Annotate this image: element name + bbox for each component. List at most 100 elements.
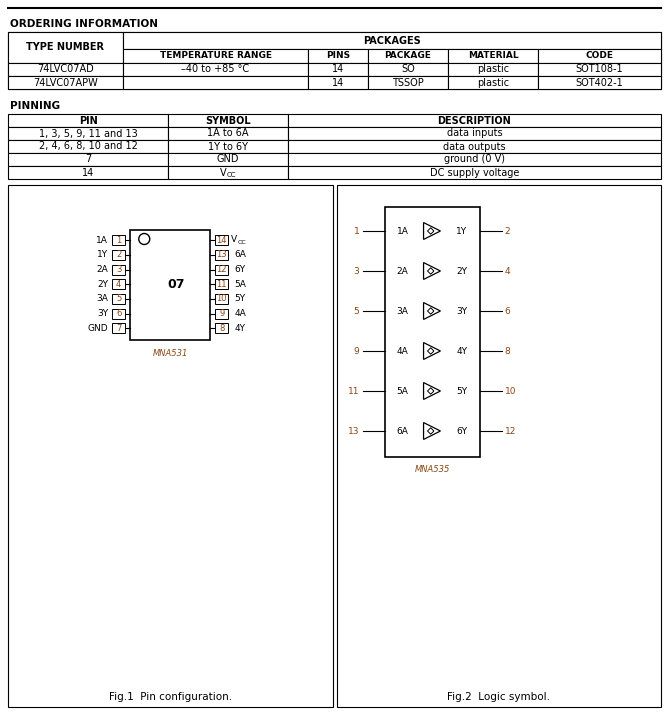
Text: PACKAGES: PACKAGES	[363, 36, 421, 46]
Text: 5A: 5A	[397, 387, 408, 395]
Text: data inputs: data inputs	[447, 129, 502, 139]
Bar	[8, 63, 123, 76]
Text: CC: CC	[237, 240, 246, 245]
Text: 2A: 2A	[96, 265, 108, 274]
Text: 2: 2	[504, 227, 510, 235]
Bar	[385, 207, 480, 457]
Bar	[448, 76, 538, 89]
Text: 7: 7	[85, 154, 91, 164]
Bar	[215, 265, 228, 275]
Bar	[8, 114, 168, 127]
Bar	[123, 32, 661, 49]
Bar	[8, 153, 168, 166]
Bar	[112, 235, 125, 245]
Text: 10: 10	[504, 387, 516, 395]
Text: 6A: 6A	[397, 427, 408, 435]
Bar	[368, 49, 448, 63]
Bar	[368, 76, 448, 89]
Text: 12: 12	[504, 427, 516, 435]
Text: Fig.1  Pin configuration.: Fig.1 Pin configuration.	[108, 692, 232, 702]
Bar	[448, 63, 538, 76]
Text: SO: SO	[401, 64, 415, 74]
Text: 9: 9	[219, 309, 224, 318]
Text: GND: GND	[88, 324, 108, 332]
Text: 2Y: 2Y	[456, 267, 468, 275]
Text: 6Y: 6Y	[456, 427, 468, 435]
Text: 9: 9	[354, 347, 359, 355]
Bar	[215, 235, 228, 245]
Text: 3: 3	[116, 265, 122, 274]
Bar	[538, 49, 661, 63]
Text: 2A: 2A	[397, 267, 408, 275]
Text: 1, 3, 5, 9, 11 and 13: 1, 3, 5, 9, 11 and 13	[39, 129, 137, 139]
Text: 1Y: 1Y	[456, 227, 468, 235]
Text: 5Y: 5Y	[234, 295, 246, 303]
Text: TEMPERATURE RANGE: TEMPERATURE RANGE	[159, 51, 272, 61]
Text: 4Y: 4Y	[234, 324, 246, 332]
Text: TSSOP: TSSOP	[392, 77, 424, 87]
Bar	[112, 309, 125, 319]
Bar	[112, 265, 125, 275]
Text: PACKAGE: PACKAGE	[385, 51, 432, 61]
Text: 14: 14	[82, 167, 94, 177]
Text: 5: 5	[116, 295, 121, 303]
Bar	[112, 250, 125, 260]
Text: GND: GND	[217, 154, 240, 164]
Text: 14: 14	[217, 236, 227, 245]
Text: 1A: 1A	[96, 236, 108, 245]
Text: SOT402-1: SOT402-1	[575, 77, 624, 87]
Text: plastic: plastic	[477, 64, 509, 74]
Text: 12: 12	[217, 265, 227, 274]
Bar	[112, 294, 125, 304]
Text: 7: 7	[116, 324, 122, 332]
Text: 8: 8	[219, 324, 224, 332]
Text: 14: 14	[332, 64, 344, 74]
Bar	[8, 32, 661, 89]
Bar	[288, 166, 661, 179]
Bar	[215, 280, 228, 290]
Text: 3Y: 3Y	[456, 307, 468, 315]
Text: data outputs: data outputs	[443, 142, 506, 152]
Text: 4: 4	[116, 280, 121, 289]
Text: PIN: PIN	[79, 116, 98, 126]
Bar	[168, 114, 288, 127]
Text: 10: 10	[217, 295, 227, 303]
Text: PINNING: PINNING	[10, 101, 60, 111]
Text: CODE: CODE	[585, 51, 613, 61]
Bar	[8, 76, 123, 89]
Text: MATERIAL: MATERIAL	[468, 51, 518, 61]
Text: Fig.2  Logic symbol.: Fig.2 Logic symbol.	[448, 692, 550, 702]
Text: SYMBOL: SYMBOL	[205, 116, 251, 126]
Text: 1: 1	[116, 236, 121, 245]
Text: 3: 3	[354, 267, 359, 275]
Text: 4Y: 4Y	[456, 347, 468, 355]
Text: 6: 6	[504, 307, 510, 315]
Bar	[8, 32, 123, 63]
Text: 5Y: 5Y	[456, 387, 468, 395]
Text: 4A: 4A	[397, 347, 408, 355]
Text: 3A: 3A	[397, 307, 408, 315]
Text: 2: 2	[116, 250, 121, 260]
Bar	[168, 153, 288, 166]
Text: –40 to +85 °C: –40 to +85 °C	[181, 64, 250, 74]
Text: CC: CC	[227, 172, 237, 178]
Bar	[538, 63, 661, 76]
Text: 11: 11	[217, 280, 227, 289]
Text: 6Y: 6Y	[234, 265, 246, 274]
Bar	[215, 294, 228, 304]
Text: 3Y: 3Y	[97, 309, 108, 318]
Text: 1: 1	[354, 227, 359, 235]
Text: 14: 14	[332, 77, 344, 87]
Text: plastic: plastic	[477, 77, 509, 87]
Text: ORDERING INFORMATION: ORDERING INFORMATION	[10, 19, 158, 29]
Text: 3A: 3A	[96, 295, 108, 303]
Text: 4A: 4A	[234, 309, 246, 318]
Text: 74LVC07AD: 74LVC07AD	[37, 64, 94, 74]
Bar	[288, 127, 661, 140]
Text: 8: 8	[504, 347, 510, 355]
Text: 6A: 6A	[234, 250, 246, 260]
Text: 2Y: 2Y	[97, 280, 108, 289]
Text: DC supply voltage: DC supply voltage	[429, 167, 519, 177]
Bar	[8, 185, 332, 707]
Text: 74LVC07APW: 74LVC07APW	[33, 77, 98, 87]
